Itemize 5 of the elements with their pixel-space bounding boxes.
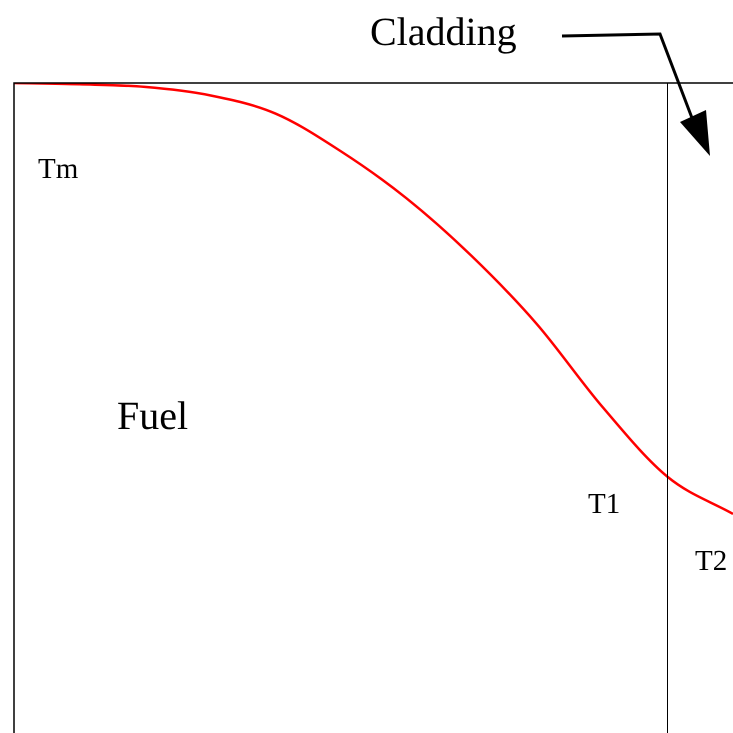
annotation: T1 — [588, 488, 620, 520]
annotation: T2 — [695, 545, 728, 577]
text: Cladding — [370, 9, 517, 54]
annotation: Fuel — [117, 393, 188, 438]
annotation: Tm — [38, 153, 78, 185]
